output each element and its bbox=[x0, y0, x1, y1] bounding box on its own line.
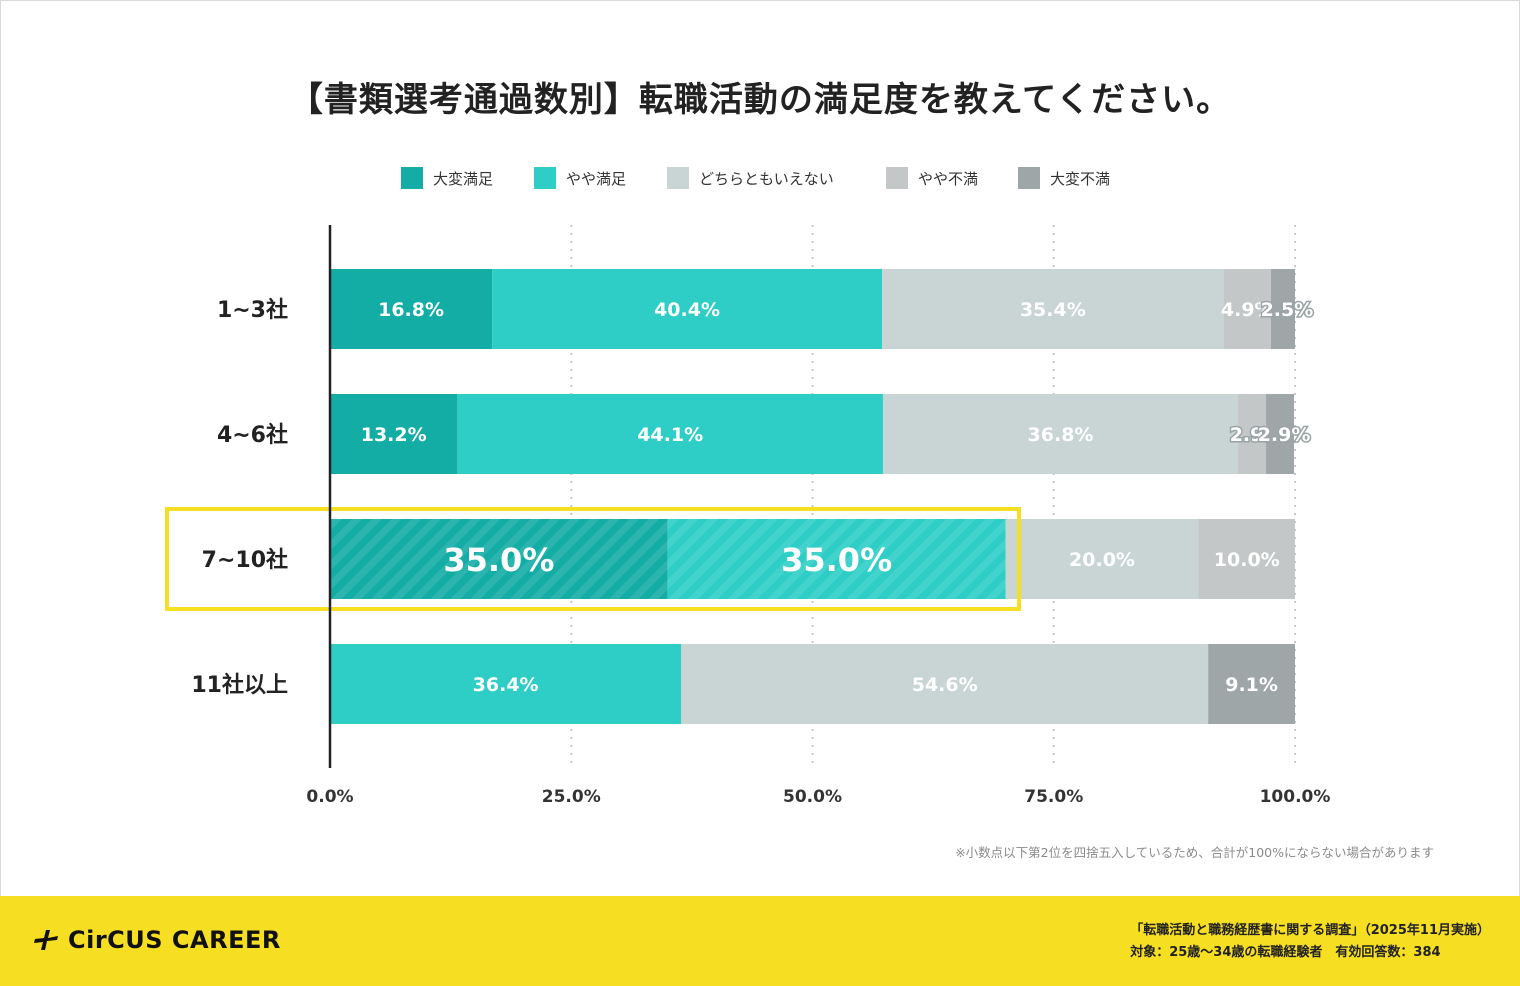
bar-segment bbox=[681, 644, 1209, 724]
x-tick-label: 75.0% bbox=[1024, 787, 1083, 807]
legend-swatch bbox=[401, 167, 423, 189]
data-label: 16.8% bbox=[378, 299, 444, 321]
legend-label: やや不満 bbox=[918, 169, 979, 188]
x-tick-label: 100.0% bbox=[1260, 787, 1331, 807]
x-tick-label: 0.0% bbox=[306, 787, 353, 807]
legend: 大変満足 やや満足 どちらともいえない やや不満 大変不満 bbox=[0, 164, 1520, 192]
legend-swatch bbox=[1018, 167, 1040, 189]
data-label: 13.2% bbox=[361, 424, 427, 446]
bar-segment bbox=[1005, 519, 1199, 599]
brand-mark-icon bbox=[34, 930, 58, 950]
bar-segment bbox=[492, 269, 882, 349]
category-label: 7~10社 bbox=[202, 547, 288, 573]
data-label: 2.5% bbox=[1261, 299, 1314, 321]
data-label: 44.1% bbox=[637, 424, 703, 446]
bar-segment-hatch bbox=[667, 519, 1006, 599]
survey-title: 「転職活動と職務経歴書に関する調査」（2025年11月実施） bbox=[1130, 923, 1490, 938]
bar-segment bbox=[1238, 394, 1267, 474]
legend-label: 大変満足 bbox=[433, 169, 494, 188]
legend-item: 大変満足 bbox=[401, 164, 493, 192]
data-label: 36.8% bbox=[1028, 424, 1094, 446]
survey-info: 「転職活動と職務経歴書に関する調査」（2025年11月実施） 対象：25歳〜34… bbox=[1130, 920, 1490, 964]
highlight-frame bbox=[165, 507, 1021, 611]
bar-segment bbox=[881, 269, 1224, 349]
category-label: 11社以上 bbox=[191, 672, 288, 698]
data-label: 35.0% bbox=[781, 541, 892, 579]
x-tick-label: 50.0% bbox=[783, 787, 842, 807]
legend-label: どちらともいえない bbox=[699, 169, 834, 188]
data-label: 4.9% bbox=[1221, 299, 1274, 321]
rounding-note: ※小数点以下第2位を四捨五入しているため、合計が100%にならない場合があります bbox=[955, 845, 1434, 860]
bar-segment-hatch bbox=[330, 519, 668, 599]
data-label: 10.0% bbox=[1214, 549, 1280, 571]
brand-name: CirCUS CAREER bbox=[68, 926, 281, 954]
bar-segment bbox=[457, 394, 883, 474]
category-label: 4~6社 bbox=[217, 422, 288, 448]
legend-swatch bbox=[534, 167, 556, 189]
bar-segment bbox=[1223, 269, 1271, 349]
legend-item: どちらともいえない bbox=[667, 164, 834, 192]
brand-logo: CirCUS CAREER bbox=[32, 926, 281, 954]
footer-band: CirCUS CAREER 「転職活動と職務経歴書に関する調査」（2025年11… bbox=[0, 896, 1520, 986]
legend-item: やや不満 bbox=[886, 164, 978, 192]
data-label: 35.4% bbox=[1020, 299, 1086, 321]
chart-title: 【書類選考通過数別】転職活動の満足度を教えてください。 bbox=[288, 80, 1232, 120]
bar-segment bbox=[1198, 519, 1295, 599]
stacked-bar-chart: 0.0% 25.0% 50.0% 75.0% 100.0% 16.8% 40.4% 35.4%… bbox=[165, 225, 1331, 807]
survey-target: 対象：25歳〜34歳の転職経験者 有効回答数：384 bbox=[1130, 945, 1441, 960]
x-tick-label: 25.0% bbox=[542, 787, 601, 807]
data-label: 40.4% bbox=[654, 299, 720, 321]
data-label: 36.4% bbox=[473, 674, 539, 696]
legend-item: やや満足 bbox=[534, 164, 626, 192]
legend-swatch bbox=[886, 167, 908, 189]
bar-segment bbox=[330, 394, 458, 474]
category-label: 1~3社 bbox=[217, 297, 288, 323]
data-label: 54.6% bbox=[912, 674, 978, 696]
bar-segment bbox=[1266, 394, 1295, 474]
bar-segment bbox=[330, 644, 682, 724]
data-label: 20.0% bbox=[1069, 549, 1135, 571]
bar-segment bbox=[330, 269, 493, 349]
data-label: 2.9% bbox=[1258, 424, 1311, 446]
legend-label: やや満足 bbox=[566, 169, 627, 188]
bar-segment bbox=[1270, 269, 1295, 349]
bar-segment bbox=[882, 394, 1239, 474]
legend-label: 大変不満 bbox=[1050, 169, 1111, 188]
data-label: 9.1% bbox=[1225, 674, 1278, 696]
bar-segment bbox=[1208, 644, 1295, 724]
legend-swatch bbox=[667, 167, 689, 189]
legend-item: 大変不満 bbox=[1018, 164, 1110, 192]
data-label: 35.0% bbox=[443, 541, 554, 579]
